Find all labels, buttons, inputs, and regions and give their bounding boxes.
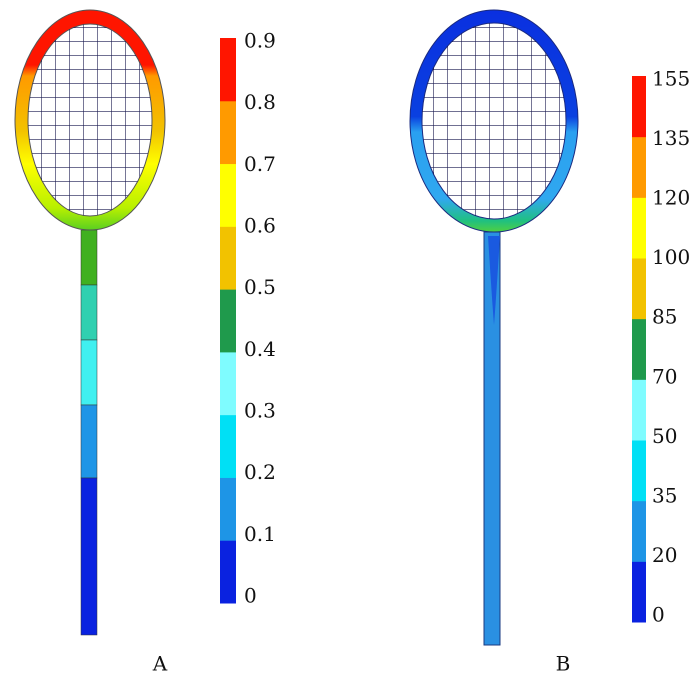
colorbar-segment: [220, 289, 236, 352]
colorbar-segment: [220, 38, 236, 101]
panel-label: A: [152, 652, 168, 676]
colorbar-segment: [632, 137, 646, 198]
colorbar-tick-label: 0.9: [244, 29, 276, 53]
colorbar-segment: [632, 258, 646, 319]
colorbar-tick-label: 0.8: [244, 90, 276, 114]
colorbar-tick-label: 135: [652, 126, 690, 150]
colorbar-tick-label: 85: [652, 305, 677, 329]
colorbar-tick-label: 0.4: [244, 337, 276, 361]
colorbar-segment: [220, 101, 236, 164]
colorbar-tick-label: 0: [244, 584, 257, 608]
colorbar-segment: [220, 352, 236, 415]
colorbar-tick-label: 0.7: [244, 152, 276, 176]
racket-b: [410, 10, 578, 645]
colorbar-segment: [220, 164, 236, 227]
colorbar-tick-label: 0.1: [244, 522, 276, 546]
colorbar-segment: [220, 540, 236, 603]
colorbar-segment: [220, 477, 236, 540]
racket-a: [15, 10, 165, 635]
colorbar-segment: [220, 415, 236, 478]
colorbar-tick-label: 120: [652, 186, 690, 210]
colorbar-segment: [220, 226, 236, 289]
colorbar-tick-label: 70: [652, 364, 677, 388]
colorbar-tick-label: 0.2: [244, 460, 276, 484]
colorbar-segment: [632, 561, 646, 622]
colorbar-segment: [632, 319, 646, 380]
figure: A B 0 0.1 0.2 0.3 0.4 0.5 0.6 0.7 0.8 0.9 0 20 35 50 7…: [0, 0, 699, 679]
colorbar-tick-label: 50: [652, 424, 677, 448]
colorbar-segment: [632, 379, 646, 440]
colorbar-tick-label: 0: [652, 603, 665, 627]
panel-label: B: [556, 652, 571, 676]
colorbar-segment: [632, 76, 646, 137]
colorbar-tick-label: 0.5: [244, 275, 276, 299]
colorbar-tick-label: 155: [652, 67, 690, 91]
colorbar-tick-label: 35: [652, 483, 677, 507]
colorbar-tick-label: 0.6: [244, 214, 276, 238]
colorbar-segment: [632, 197, 646, 258]
colorbar-tick-label: 20: [652, 543, 677, 567]
colorbar-tick-label: 0.3: [244, 399, 276, 423]
colorbar-tick-label: 100: [652, 245, 690, 269]
colorbar-segment: [632, 440, 646, 501]
colorbar-segment: [632, 501, 646, 562]
